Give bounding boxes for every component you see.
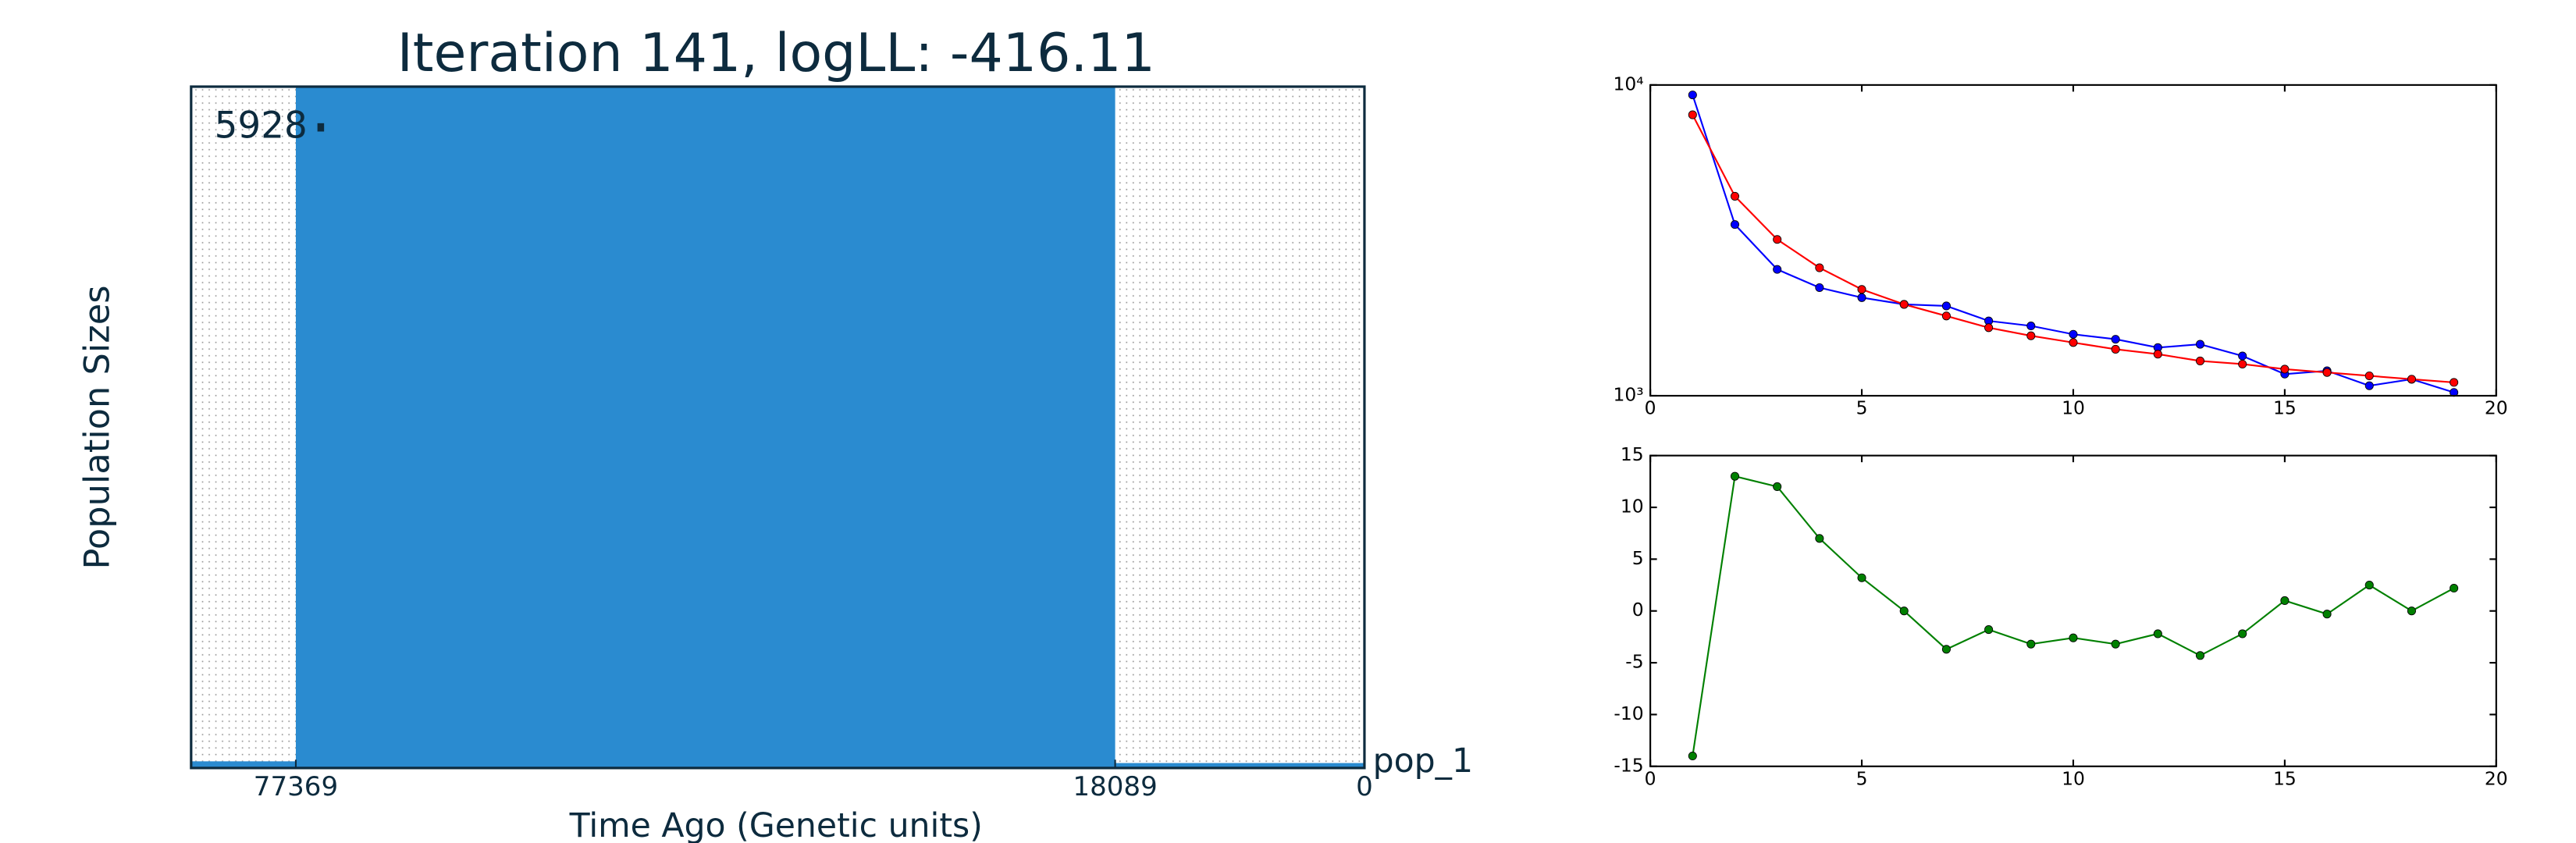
data-point: [2111, 639, 2120, 649]
data-point: [2195, 340, 2205, 349]
x-tick-label: 5: [1856, 397, 1868, 419]
y-tick-label: 10⁴: [1613, 73, 1643, 94]
data-point: [2322, 610, 2332, 619]
epoch-block: [295, 87, 1115, 768]
data-point: [2111, 344, 2120, 354]
y-tick-label: 10³: [1613, 384, 1643, 406]
data-point: [2153, 629, 2162, 638]
data-point: [2195, 356, 2205, 365]
y-tick-label: 10: [1621, 496, 1644, 518]
data-point: [2407, 606, 2416, 616]
data-point: [2364, 381, 2374, 390]
data-point: [1773, 235, 1782, 244]
data-point: [2111, 335, 2120, 344]
data-point: [2069, 633, 2078, 642]
y-axis-label: Population Sizes: [77, 285, 118, 569]
x-tick-label: 18089: [1073, 771, 1157, 802]
data-point: [1730, 220, 1740, 229]
data-point: [1688, 110, 1697, 119]
data-point: [1857, 285, 1866, 294]
data-point: [2364, 371, 2374, 381]
data-point: [2026, 639, 2036, 649]
population-label: pop_1: [1373, 742, 1473, 781]
data-point: [1984, 323, 1994, 333]
data-point: [2069, 338, 2078, 347]
x-axis-label: Time Ago (Genetic units): [569, 806, 983, 843]
data-point: [1773, 482, 1782, 491]
data-point: [1857, 573, 1866, 582]
epoch-block: [1115, 763, 1364, 768]
data-point: [2450, 583, 2459, 593]
series-line: [1692, 475, 2455, 756]
x-tick-label: 0: [1356, 771, 1373, 802]
data-point: [1815, 283, 1824, 293]
data-point: [1899, 606, 1909, 616]
x-tick-label: 10: [2062, 767, 2085, 789]
data-point: [1984, 625, 1994, 635]
y-tick-label: -5: [1625, 651, 1643, 673]
data-point: [1688, 751, 1697, 761]
x-tick-label: 20: [2485, 767, 2508, 789]
x-tick-label: 0: [1645, 767, 1656, 789]
y-tick-label: -10: [1614, 702, 1643, 724]
plot-frame: [1649, 84, 2497, 397]
y-tick-label: 0: [1632, 599, 1644, 621]
data-point: [2280, 596, 2290, 605]
chart-title: Iteration 141, logLL: -416.11: [397, 23, 1155, 84]
data-point: [1941, 311, 1951, 321]
data-point: [2364, 580, 2374, 590]
x-tick-label: 0: [1645, 397, 1656, 419]
data-point: [1773, 265, 1782, 274]
x-tick-label: 77369: [254, 771, 338, 802]
data-point: [1730, 471, 1740, 481]
data-point: [1857, 293, 1866, 302]
data-point: [2322, 368, 2332, 377]
data-point: [2238, 629, 2247, 638]
x-tick-label: 20: [2485, 397, 2508, 419]
data-point: [1815, 534, 1824, 543]
data-point: [2407, 375, 2416, 384]
data-point: [2238, 359, 2247, 369]
data-point: [1730, 191, 1740, 201]
data-point: [1688, 91, 1697, 100]
x-tick-label: 15: [2273, 767, 2297, 789]
data-point: [2026, 321, 2036, 331]
data-point: [1899, 300, 1909, 309]
data-point: [2238, 351, 2247, 361]
data-point: [2069, 329, 2078, 339]
plot-frame: [1649, 454, 2497, 767]
data-point: [2450, 378, 2459, 387]
y-tick-label: 5: [1632, 547, 1644, 569]
data-point: [2026, 331, 2036, 340]
y-tick-label: 15: [1621, 443, 1644, 465]
x-tick-label: 15: [2273, 397, 2297, 419]
data-point: [2153, 350, 2162, 359]
size-label: 5928: [215, 105, 308, 148]
y-tick-label: -15: [1614, 754, 1643, 776]
plot-frame: [190, 85, 1366, 770]
epoch-block: [190, 761, 296, 768]
data-point: [1941, 301, 1951, 311]
series-line: [1692, 94, 2454, 393]
data-point: [1941, 645, 1951, 654]
data-point: [1815, 263, 1824, 272]
data-point: [2280, 365, 2290, 374]
size-marker: [317, 123, 325, 132]
data-point: [2195, 651, 2205, 660]
x-tick-label: 10: [2062, 397, 2085, 419]
x-tick-label: 5: [1856, 767, 1868, 789]
